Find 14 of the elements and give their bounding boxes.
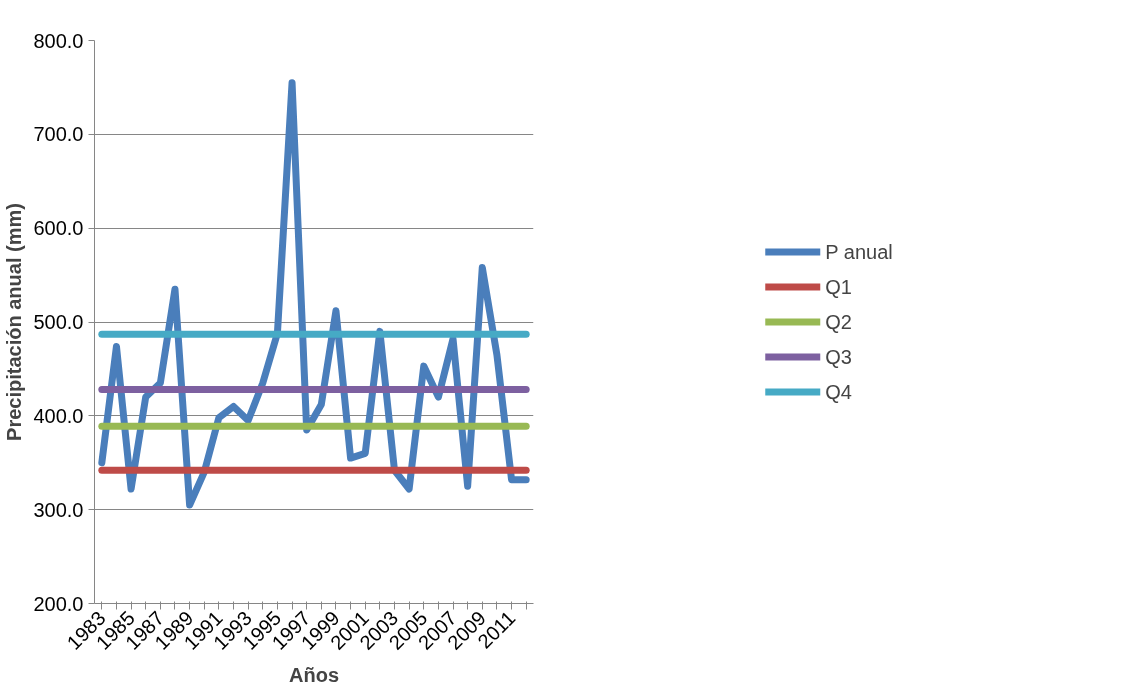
- y-tick-label: 500.0: [33, 311, 84, 333]
- x-axis-title: Años: [289, 663, 339, 686]
- y-tick-label: 600.0: [33, 217, 84, 240]
- legend-label: Q2: [825, 310, 852, 333]
- y-tick-label: 400.0: [33, 404, 84, 427]
- legend-label: Q3: [825, 345, 852, 368]
- legend-label: P anual: [825, 240, 893, 263]
- legend-label: Q1: [825, 275, 852, 298]
- legend-label: Q4: [825, 380, 852, 403]
- y-tick-label: 300.0: [33, 498, 84, 521]
- y-tick-label: 800.0: [33, 29, 84, 52]
- y-axis-title: Precipitación anual (mm): [3, 203, 26, 441]
- y-tick-label: 700.0: [33, 123, 84, 146]
- y-tick-label: 200.0: [33, 592, 84, 615]
